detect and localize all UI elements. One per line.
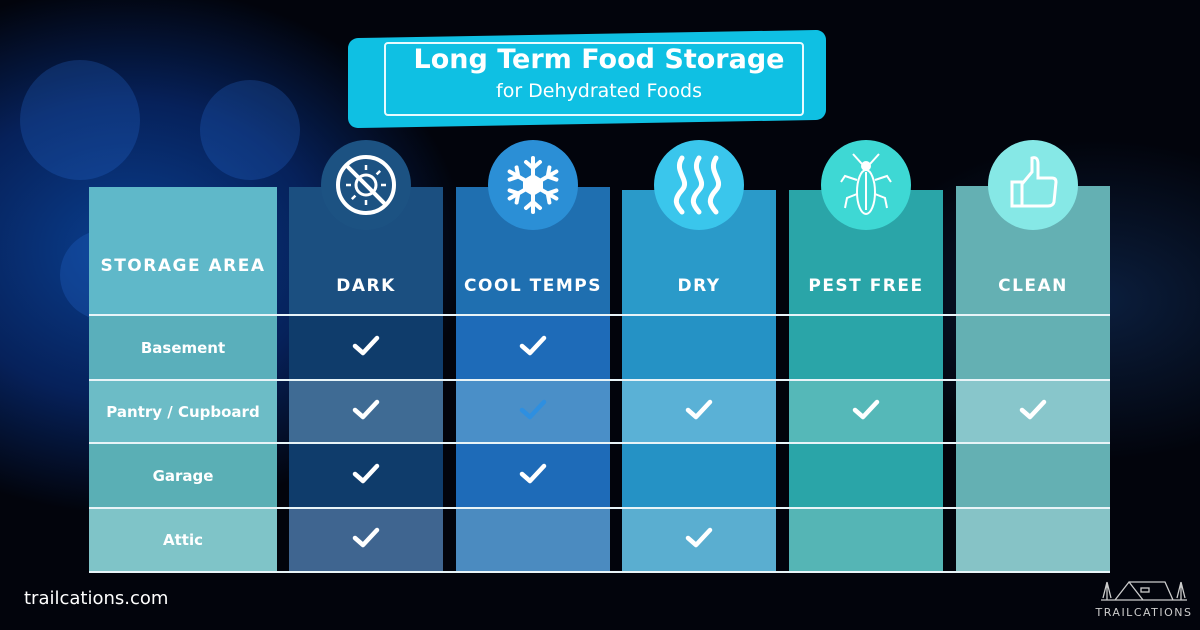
bug-icon: [821, 140, 911, 230]
table-cell: [789, 443, 943, 508]
label-column: STORAGE AREA Basement Pantry / Cupboard Gar…: [89, 187, 277, 572]
page-subtitle: for Dehydrated Foods: [496, 80, 702, 102]
check-icon: [519, 335, 547, 361]
check-icon: [685, 527, 713, 553]
column-pest-free: PEST FREE: [789, 190, 943, 572]
table-cell: [289, 380, 443, 443]
trailcations-logo: TRAILCATIONS: [1092, 578, 1196, 619]
table-cell: [622, 508, 776, 572]
table-cell: [789, 315, 943, 380]
row-label-pantry-cupboard: Pantry / Cupboard: [89, 380, 277, 443]
title-frame: [384, 42, 804, 116]
row-label-attic: Attic: [89, 508, 277, 572]
column-clean: CLEAN: [956, 186, 1110, 572]
table-cell: [456, 315, 610, 380]
table-cell: [956, 443, 1110, 508]
check-icon: [352, 335, 380, 361]
table-cell: [789, 508, 943, 572]
snowflake-icon: [488, 140, 578, 230]
row-divider: [89, 442, 1110, 444]
check-icon: [352, 399, 380, 425]
bokeh: [20, 60, 140, 180]
check-icon: [519, 463, 547, 489]
table-cell: [622, 315, 776, 380]
table-cell: [456, 508, 610, 572]
check-icon: [352, 463, 380, 489]
check-icon: [1019, 399, 1047, 425]
no-sun-icon: [321, 140, 411, 230]
table-cell: [289, 443, 443, 508]
table-cell: [956, 508, 1110, 572]
row-divider: [89, 571, 1110, 573]
row-divider: [89, 314, 1110, 316]
table-cell: [456, 380, 610, 443]
row-label-garage: Garage: [89, 443, 277, 508]
row-label-basement: Basement: [89, 315, 277, 380]
row-divider: [89, 507, 1110, 509]
site-url: trailcations.com: [24, 588, 169, 609]
heat-waves-icon: [654, 140, 744, 230]
table-cell: [956, 315, 1110, 380]
bokeh: [200, 80, 300, 180]
check-icon: [852, 399, 880, 425]
table-cell: [289, 315, 443, 380]
label-header: STORAGE AREA: [89, 187, 277, 315]
page-title: Long Term Food Storage: [413, 44, 785, 75]
table-cell: [622, 443, 776, 508]
table-cell: [289, 508, 443, 572]
tent-trees-icon: [1101, 580, 1187, 601]
table-cell: [456, 443, 610, 508]
column-dry: DRY: [622, 190, 776, 572]
table-cell: [622, 380, 776, 443]
table-cell: [956, 380, 1110, 443]
table-cell: [789, 380, 943, 443]
check-icon: [352, 527, 380, 553]
thumbs-up-icon: [988, 140, 1078, 230]
check-icon: [519, 399, 547, 425]
check-icon: [685, 399, 713, 425]
row-divider: [89, 379, 1110, 381]
